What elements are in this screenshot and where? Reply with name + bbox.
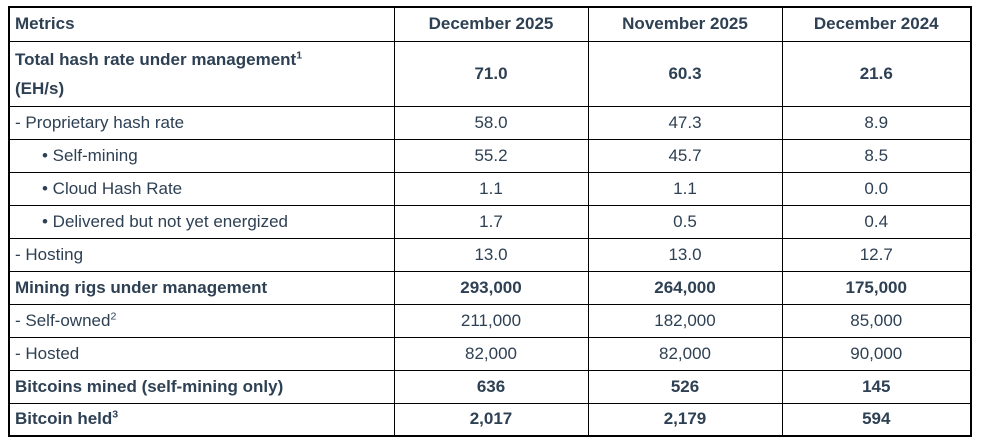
header-row: Metrics December 2025 November 2025 Dece…	[8, 6, 972, 42]
table-row: - Hosting 13.0 13.0 12.7	[8, 237, 972, 272]
table-row: - Proprietary hash rate 58.0 47.3 8.9	[8, 105, 972, 140]
metric-value-cell: 8.5	[781, 138, 972, 173]
metric-value-cell: 55.2	[393, 138, 589, 173]
metric-value-cell: 45.7	[587, 138, 783, 173]
table-row: Mining rigs under management 293,000 264,0…	[8, 270, 972, 305]
metric-value-cell: 0.4	[781, 204, 972, 239]
table-row: - Self-owned2 211,000 182,000 85,000	[8, 303, 972, 338]
metric-value-cell: 526	[587, 369, 783, 404]
metric-label-cell: Bitcoin held3	[8, 402, 395, 437]
metric-value-cell: 211,000	[393, 303, 589, 338]
table-row: Bitcoins mined (self-mining only) 636 526 1…	[8, 369, 972, 404]
metric-value-cell: 636	[393, 369, 589, 404]
metric-label-cell: - Proprietary hash rate	[8, 105, 395, 140]
metric-value-cell: 145	[781, 369, 972, 404]
metric-value-cell: 0.5	[587, 204, 783, 239]
metric-value-cell: 1.1	[393, 171, 589, 206]
metric-value-cell: 82,000	[587, 336, 783, 371]
table-row: Total hash rate under management1 (EH/s) 7…	[8, 40, 972, 107]
table-row: • Self-mining 55.2 45.7 8.5	[8, 138, 972, 173]
table-row: • Delivered but not yet energized 1.7 0.5 0…	[8, 204, 972, 239]
metric-value-cell: 1.7	[393, 204, 589, 239]
metric-label-cell: - Hosted	[8, 336, 395, 371]
table-row: - Hosted 82,000 82,000 90,000	[8, 336, 972, 371]
metric-value-cell: 47.3	[587, 105, 783, 140]
metric-value-cell: 293,000	[393, 270, 589, 305]
metric-label-cell: - Hosting	[8, 237, 395, 272]
column-header-november-2025: November 2025	[587, 6, 783, 42]
table-row: • Cloud Hash Rate 1.1 1.1 0.0	[8, 171, 972, 206]
metric-value-cell: 2,017	[393, 402, 589, 437]
metric-value-cell: 264,000	[587, 270, 783, 305]
metrics-table: Metrics December 2025 November 2025 Dece…	[8, 6, 972, 437]
metric-label-cell: Bitcoins mined (self-mining only)	[8, 369, 395, 404]
footnote-marker: 1	[296, 48, 303, 61]
footnote-marker: 3	[112, 408, 119, 421]
table-body: Total hash rate under management1 (EH/s) 7…	[8, 40, 972, 437]
metric-value-cell: 182,000	[587, 303, 783, 338]
column-header-december-2024: December 2024	[781, 6, 972, 42]
metric-value-cell: 594	[781, 402, 972, 437]
metric-value-cell: 13.0	[587, 237, 783, 272]
metric-value-cell: 8.9	[781, 105, 972, 140]
table-row: Bitcoin held3 2,017 2,179 594	[8, 402, 972, 437]
metric-value-cell: 0.0	[781, 171, 972, 206]
metric-value-cell: 175,000	[781, 270, 972, 305]
column-header-december-2025: December 2025	[393, 6, 589, 42]
metric-value-cell: 90,000	[781, 336, 972, 371]
metric-value-cell: 1.1	[587, 171, 783, 206]
metric-label-cell: • Delivered but not yet energized	[8, 204, 395, 239]
metric-value-cell: 82,000	[393, 336, 589, 371]
metric-value-cell: 12.7	[781, 237, 972, 272]
column-header-metrics: Metrics	[8, 6, 395, 42]
metric-value-cell: 71.0	[393, 40, 589, 107]
metric-value-cell: 58.0	[393, 105, 589, 140]
metric-value-cell: 21.6	[781, 40, 972, 107]
metric-value-cell: 85,000	[781, 303, 972, 338]
metric-value-cell: 13.0	[393, 237, 589, 272]
metric-value-cell: 2,179	[587, 402, 783, 437]
metric-label-cell: • Self-mining	[8, 138, 395, 173]
metric-value-cell: 60.3	[587, 40, 783, 107]
metric-label-cell: • Cloud Hash Rate	[8, 171, 395, 206]
footnote-marker: 2	[110, 309, 117, 322]
metric-label-cell: Total hash rate under management1 (EH/s)	[8, 40, 395, 107]
table-header: Metrics December 2025 November 2025 Dece…	[8, 6, 972, 42]
metric-label-cell: Mining rigs under management	[8, 270, 395, 305]
metric-label-cell: - Self-owned2	[8, 303, 395, 338]
